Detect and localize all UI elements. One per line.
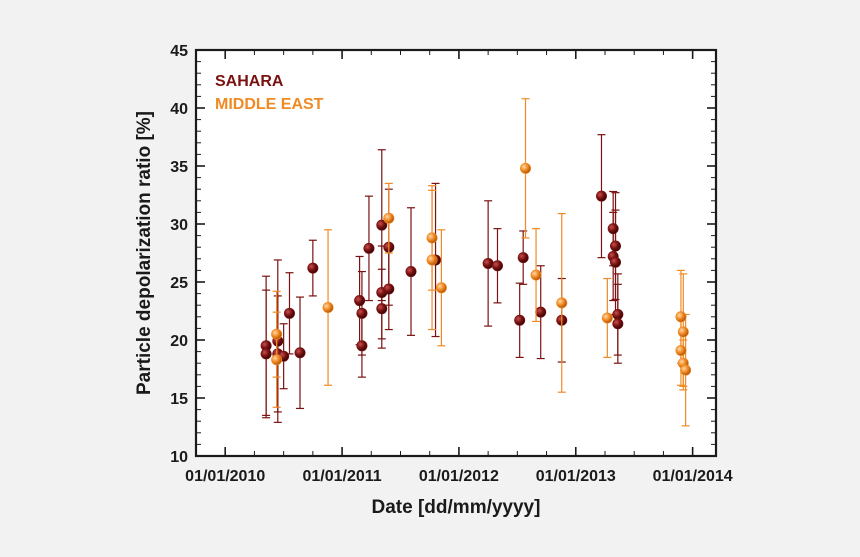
data-point [556,297,568,309]
data-point [322,302,334,314]
y-tick-label: 10 [170,449,188,466]
y-tick-label: 30 [170,217,188,234]
y-axis-title: Particle depolarization ratio [%] [134,111,155,395]
legend-middle-east: MIDDLE EAST [215,96,324,113]
y-tick-label: 25 [170,275,188,292]
plot-frame [194,48,718,458]
data-point [677,326,689,338]
data-point [435,282,447,294]
data-point [535,306,547,318]
data-point [383,283,395,295]
data-point [601,312,613,324]
x-tick-label: 01/01/2013 [536,468,616,485]
data-point [405,266,417,278]
data-point [307,262,319,274]
data-point [530,269,542,281]
data-point [514,314,526,326]
data-point [595,190,607,202]
data-point [491,260,503,272]
data-point [610,240,622,252]
data-point [517,252,529,264]
y-tick-label: 35 [170,159,188,176]
data-point [376,303,388,315]
data-point [607,223,619,235]
data-point [612,308,624,320]
data-point [271,328,283,340]
x-tick-label: 01/01/2012 [419,468,499,485]
data-point [363,242,375,254]
data-point [482,257,494,269]
y-tick-label: 15 [170,391,188,408]
x-axis: 01/01/2010 01/01/2011 01/01/2012 01/01/2013… [185,50,733,485]
data-point [354,295,366,307]
data-series [260,98,692,427]
data-point [680,364,692,376]
x-tick-label: 01/01/2010 [185,468,265,485]
data-point [426,254,438,266]
x-tick-label: 01/01/2011 [302,468,381,485]
y-axis: 10 15 20 25 30 35 40 45 [170,43,716,466]
data-point [383,212,395,224]
x-tick-label: 01/01/2014 [653,468,733,485]
y-tick-label: 45 [170,43,188,60]
series-sahara [260,134,624,423]
data-point [675,344,687,356]
data-point [271,354,283,366]
legend-sahara: SAHARA [215,73,284,90]
y-tick-label: 40 [170,101,188,118]
data-point [283,307,295,319]
data-point [426,232,438,244]
y-tick-label: 20 [170,333,188,350]
data-point [294,347,306,359]
data-point [610,256,622,268]
data-point [612,318,624,330]
data-point [520,162,532,174]
data-point [356,340,368,352]
data-point [376,219,388,231]
x-axis-title: Date [dd/mm/yyyy] [372,497,541,518]
data-point [675,311,687,323]
data-point [260,348,272,360]
data-point [356,307,368,319]
series-middle-east [271,98,692,427]
